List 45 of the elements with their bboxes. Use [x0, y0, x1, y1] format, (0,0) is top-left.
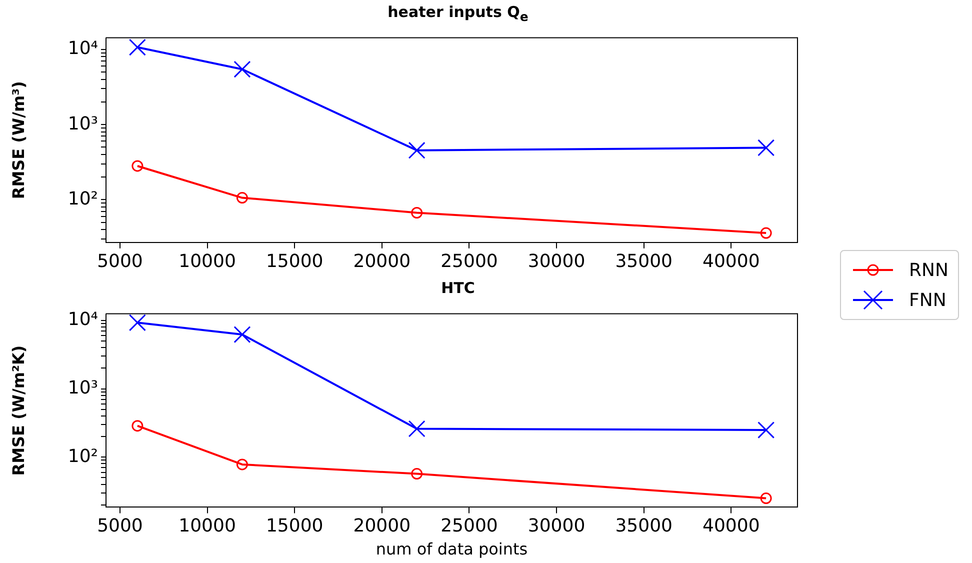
point	[760, 492, 772, 504]
point	[408, 142, 426, 159]
x-tick-label: 10000	[178, 250, 236, 272]
y-tick-label: 10²	[68, 188, 98, 210]
x-tick-label: 5000	[97, 250, 143, 272]
chart-title: heater inputs Q$_{e}$	[386, 2, 530, 24]
x-tick-label: 5000	[97, 516, 143, 537]
point	[128, 314, 146, 332]
x-tick-label: 20000	[353, 516, 411, 537]
x-tick-label: 30000	[528, 250, 586, 272]
point	[236, 192, 248, 204]
point	[234, 60, 251, 78]
y-tick-label: 10³	[68, 377, 98, 398]
x-tick-label: 40000	[702, 250, 760, 272]
x-tick-label: 20000	[353, 250, 411, 272]
point	[411, 207, 423, 219]
point	[758, 139, 775, 156]
x-tick-label: 10000	[178, 516, 236, 537]
point	[132, 160, 144, 172]
x-tick-label: 40000	[702, 516, 760, 537]
legend-label: FNN	[909, 290, 946, 310]
point	[128, 38, 146, 56]
y-tick-label: 10⁴	[68, 38, 98, 60]
y-tick-label: 10⁴	[68, 309, 98, 330]
x-tick-label: 15000	[266, 250, 324, 272]
x-axis-title: num of data points	[376, 540, 528, 559]
point	[236, 458, 248, 470]
x-tick-label: 35000	[615, 250, 672, 272]
point	[408, 420, 426, 438]
point	[411, 468, 423, 480]
x-tick-label: 25000	[440, 516, 498, 537]
point	[132, 420, 144, 432]
point	[760, 227, 772, 239]
x-tick-label: 30000	[528, 516, 586, 537]
y-axis-title: RMSE (W/m³)	[8, 81, 28, 200]
chart-title: HTC	[440, 278, 476, 299]
point	[234, 326, 251, 344]
y-tick-label: 10²	[68, 446, 98, 467]
legend-label: RNN	[909, 260, 948, 280]
point	[758, 422, 775, 439]
y-tick-label: 10³	[68, 113, 98, 134]
x-tick-label: 15000	[266, 516, 324, 537]
x-tick-label: 35000	[615, 516, 672, 537]
x-tick-label: 25000	[440, 250, 498, 272]
y-axis-title: RMSE (W/m²K)	[8, 345, 28, 476]
